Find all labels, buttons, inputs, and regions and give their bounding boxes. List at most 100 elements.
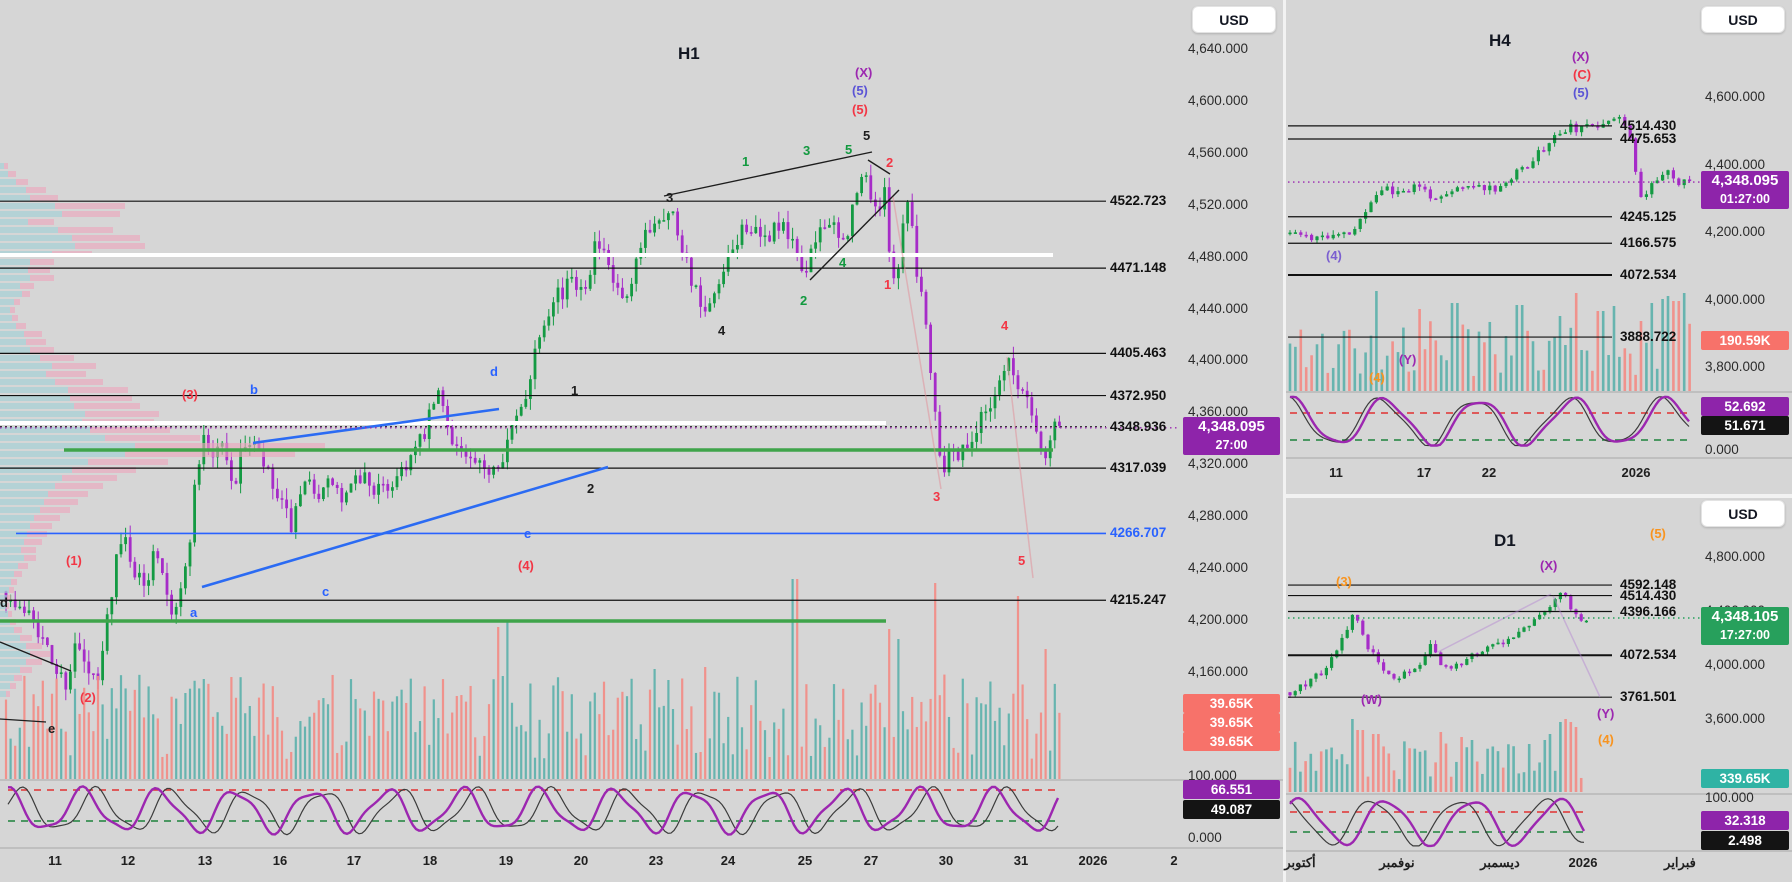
price-level-label: 4072.534 bbox=[1620, 267, 1677, 283]
wave-label: 1 bbox=[884, 277, 892, 292]
wave-label: (4) bbox=[1326, 248, 1342, 263]
wave-label: (Y) bbox=[1399, 352, 1417, 367]
price-axis-tick: 4,320.000 bbox=[1188, 456, 1249, 472]
wave-label: (1) bbox=[66, 553, 82, 568]
current-price-value: 4,348.095 bbox=[1198, 417, 1265, 435]
current-price-value: 4,348.095 bbox=[1711, 172, 1779, 190]
time-axis-label: 11 bbox=[48, 853, 62, 868]
wave-label: (2) bbox=[80, 690, 96, 705]
price-level-label: 4396.166 bbox=[1620, 603, 1677, 619]
time-axis-label: 2026 bbox=[1078, 853, 1108, 868]
time-axis-label: فبراير bbox=[1664, 855, 1696, 870]
price-axis-tick: 4,520.000 bbox=[1188, 196, 1249, 212]
time-axis-label: 23 bbox=[648, 853, 664, 868]
panel-divider-horizontal bbox=[1286, 494, 1792, 498]
time-axis-label: 22 bbox=[1481, 465, 1497, 480]
time-axis-label: 27 bbox=[863, 853, 879, 868]
time-axis-label: 2 bbox=[1170, 853, 1178, 868]
price-axis-tick: 4,640.000 bbox=[1188, 41, 1249, 56]
wave-label: c bbox=[322, 584, 330, 599]
volume-value-badge: 339.65K bbox=[1701, 768, 1789, 788]
stoch-axis-tick: 100.000 bbox=[1705, 790, 1754, 805]
panel-d1 bbox=[1286, 498, 1792, 882]
price-axis-tick: 4,000.000 bbox=[1705, 291, 1766, 307]
wave-label: 3 bbox=[803, 143, 811, 158]
volume-value-badge: 39.65K bbox=[1183, 693, 1280, 713]
wave-label: (X) bbox=[855, 65, 873, 80]
wave-label: b bbox=[250, 382, 258, 397]
stoch-main-badge: 52.692 bbox=[1701, 396, 1789, 416]
price-level-label: 4245.125 bbox=[1620, 208, 1677, 224]
price-level-label: 4471.148 bbox=[1110, 260, 1167, 276]
current-price-value: 4,348.105 bbox=[1711, 608, 1779, 625]
price-axis-tick: 4,360.000 bbox=[1188, 404, 1249, 420]
bar-countdown: 27:00 bbox=[1215, 437, 1248, 452]
price-axis-tick: 3,800.000 bbox=[1705, 359, 1766, 374]
time-axis-label: 19 bbox=[498, 853, 514, 868]
current-price-badge: 4,348.105 17:27:00 bbox=[1701, 607, 1789, 645]
bar-countdown: 01:27:00 bbox=[1719, 192, 1771, 207]
price-level-label: 4266.707 bbox=[1110, 525, 1167, 541]
time-axis-label: 12 bbox=[120, 853, 136, 868]
price-level-label: 4592.148 bbox=[1620, 577, 1677, 593]
price-level-label: 4166.575 bbox=[1620, 235, 1677, 251]
stoch-signal-badge: 51.671 bbox=[1701, 415, 1789, 435]
price-level-label: 3761.501 bbox=[1620, 689, 1677, 705]
price-level-label: 4072.534 bbox=[1620, 647, 1677, 663]
price-axis-tick: 4,200.000 bbox=[1188, 612, 1249, 627]
bar-countdown: 17:27:00 bbox=[1719, 628, 1771, 642]
wave-label: (5) bbox=[852, 102, 868, 117]
price-level-label: 4522.723 bbox=[1110, 193, 1167, 209]
stoch-signal-badge: 49.087 bbox=[1183, 799, 1280, 819]
wave-label: (5) bbox=[1650, 526, 1666, 541]
time-axis-label: 16 bbox=[272, 853, 288, 868]
time-axis-label: 11 bbox=[1329, 465, 1343, 480]
wave-label: 2 bbox=[886, 155, 894, 170]
stoch-signal-badge: 2.498 bbox=[1701, 830, 1789, 850]
wave-label: d bbox=[490, 364, 498, 379]
wave-label: (C) bbox=[1573, 67, 1592, 82]
wave-label: 3 bbox=[666, 190, 674, 205]
wave-label: e bbox=[48, 721, 56, 736]
wave-label: (Y) bbox=[1597, 706, 1615, 721]
time-axis-label: 17 bbox=[346, 853, 362, 868]
time-axis-label: أكتوبر bbox=[1284, 855, 1316, 870]
wave-label: 1 bbox=[571, 383, 579, 398]
time-axis-label: نوفمبر bbox=[1379, 855, 1415, 870]
h4-currency-button[interactable]: USD bbox=[1701, 6, 1785, 33]
time-axis-label: 24 bbox=[720, 853, 736, 868]
wave-label: (3) bbox=[1336, 574, 1352, 589]
wave-label: a bbox=[190, 605, 198, 620]
price-axis-tick: 4,600.000 bbox=[1188, 92, 1249, 108]
d1-currency-button[interactable]: USD bbox=[1701, 500, 1785, 527]
price-level-label: 4348.936 bbox=[1110, 418, 1167, 434]
price-axis-tick: 4,200.000 bbox=[1705, 224, 1766, 239]
price-axis-tick: 4,400.000 bbox=[1188, 352, 1249, 368]
wave-label: 4 bbox=[718, 323, 726, 338]
wave-label: (4) bbox=[518, 558, 534, 573]
time-axis-label: 31 bbox=[1013, 853, 1029, 868]
price-level-label: 4215.247 bbox=[1110, 592, 1167, 608]
wave-label: 5 bbox=[863, 128, 871, 143]
price-axis-tick: 4,400.000 bbox=[1705, 156, 1766, 172]
price-axis-tick: 4,480.000 bbox=[1188, 248, 1249, 264]
wave-label: (X) bbox=[1540, 558, 1558, 573]
wave-label: 4 bbox=[839, 255, 847, 270]
wave-label: e bbox=[524, 526, 532, 541]
stoch-main-badge: 32.318 bbox=[1701, 810, 1789, 830]
wave-label: 5 bbox=[845, 142, 853, 157]
time-axis-label: 13 bbox=[197, 853, 213, 868]
current-price-badge: 4,348.095 27:00 bbox=[1183, 416, 1280, 455]
price-axis-tick: 4,280.000 bbox=[1188, 508, 1249, 524]
price-axis-tick: 4,600.000 bbox=[1705, 89, 1766, 104]
wave-label: (5) bbox=[852, 83, 868, 98]
h1-currency-button[interactable]: USD bbox=[1192, 6, 1276, 33]
price-level-label: 4475.653 bbox=[1620, 130, 1677, 146]
wave-label: 2 bbox=[587, 481, 595, 496]
time-axis-label: 17 bbox=[1416, 465, 1432, 480]
price-axis-tick: 4,800.000 bbox=[1705, 549, 1766, 564]
stoch-axis-tick: 100.000 bbox=[1188, 768, 1237, 783]
time-axis-label: 30 bbox=[938, 853, 954, 868]
wave-label: (W) bbox=[1361, 692, 1382, 707]
